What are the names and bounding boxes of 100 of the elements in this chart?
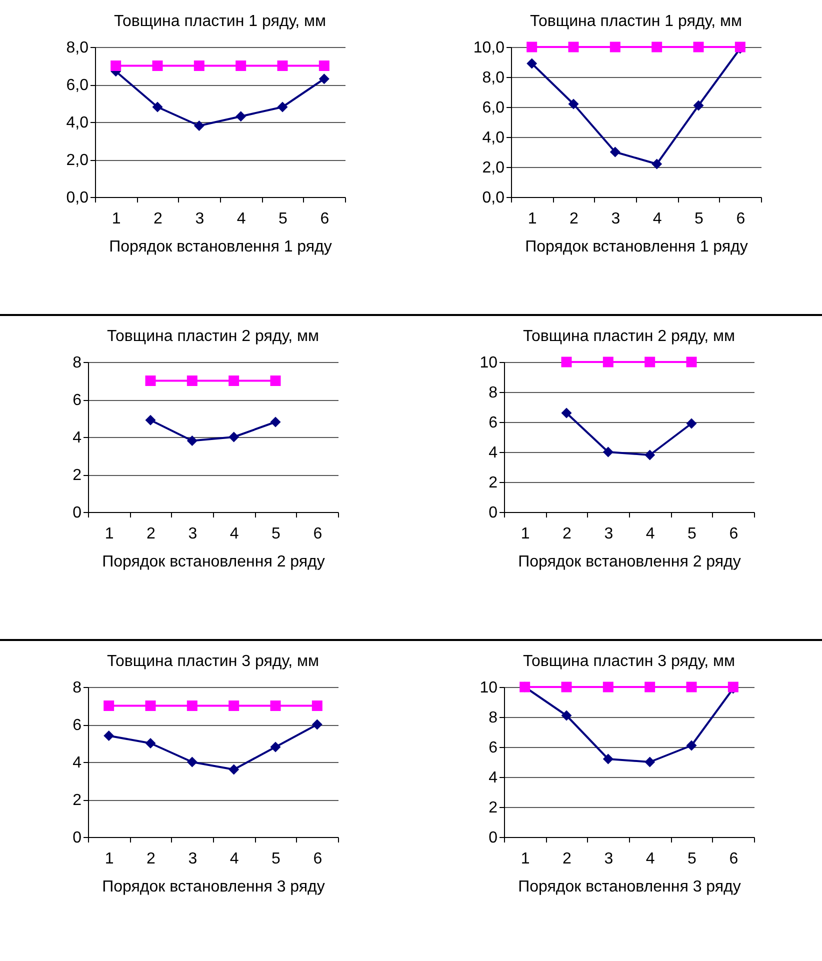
point	[602, 754, 613, 764]
x-tick-label: 4	[652, 210, 662, 228]
point	[526, 58, 537, 69]
point	[644, 756, 655, 768]
point	[602, 682, 613, 692]
x-tick-label: 6	[320, 210, 330, 228]
point	[194, 60, 204, 71]
x-tick-label: 4	[230, 526, 239, 542]
x-tick-label: 3	[604, 526, 613, 542]
x-tick-label: 5	[687, 850, 696, 868]
x-tick-label: 1	[104, 526, 114, 542]
y-tick-label: 6,0	[482, 100, 504, 116]
point	[568, 42, 578, 52]
point	[236, 60, 246, 71]
x-tick-label: 2	[562, 850, 572, 868]
y-tick-label: 4,0	[482, 130, 504, 146]
y-tick-label: 2,0	[66, 152, 89, 169]
point	[318, 60, 330, 71]
y-tick-label: 8	[72, 680, 82, 696]
point	[602, 356, 613, 368]
point	[186, 700, 198, 711]
x-axis-title: Порядок встановлення 2 ряду	[102, 554, 325, 570]
y-tick-label: 0,0	[482, 190, 504, 206]
point	[228, 376, 240, 386]
x-tick-label: 1	[112, 210, 121, 228]
x-tick-label: 2	[146, 850, 156, 868]
y-tick-label: 10,0	[472, 40, 504, 56]
x-tick-label: 1	[527, 210, 536, 228]
x-tick-label: 3	[604, 850, 613, 868]
point	[692, 100, 704, 111]
x-tick-label: 3	[188, 850, 198, 868]
point	[270, 700, 281, 711]
chart-title: Товщина пластин 1 ряду, мм	[114, 13, 326, 30]
y-tick-label: 8	[488, 710, 498, 726]
x-axis-title: Порядок встановлення 1 ряду	[109, 238, 332, 256]
y-tick-label: 6	[72, 392, 82, 409]
x-tick-label: 4	[645, 526, 654, 542]
y-tick-label: 8	[72, 354, 82, 372]
y-tick-label: 4	[488, 770, 498, 786]
y-tick-label: 4	[72, 430, 82, 446]
y-tick-label: 2	[488, 474, 498, 492]
x-axis-title: Порядок встановлення 3 ряду	[518, 878, 740, 896]
point	[526, 42, 537, 52]
point	[228, 700, 240, 711]
point	[686, 356, 696, 368]
point	[228, 764, 240, 775]
x-tick-label: 5	[687, 526, 696, 542]
x-tick-label: 2	[562, 526, 572, 542]
point	[186, 376, 198, 386]
x-tick-label: 6	[728, 526, 738, 542]
y-tick-label: 6,0	[66, 77, 89, 94]
point	[270, 376, 281, 386]
point	[686, 682, 696, 692]
x-tick-label: 5	[272, 526, 281, 542]
x-tick-label: 2	[154, 210, 163, 228]
point	[145, 700, 156, 711]
y-tick-label: 4	[72, 754, 82, 772]
y-tick-label: 0	[72, 504, 82, 522]
x-tick-label: 4	[645, 850, 654, 868]
point	[686, 418, 696, 429]
point	[277, 102, 288, 112]
chart-title: Товщина пластин 3 ряду, мм	[107, 653, 319, 670]
x-tick-label: 6	[736, 210, 745, 228]
x-tick-label: 6	[313, 526, 322, 542]
x-tick-label: 6	[313, 850, 322, 868]
x-tick-label: 6	[728, 850, 738, 868]
y-tick-label: 0	[488, 504, 498, 522]
point	[609, 146, 620, 158]
point	[110, 60, 122, 71]
x-axis-title: Порядок встановлення 1 ряду	[524, 238, 748, 256]
y-tick-label: 8	[488, 384, 498, 402]
x-tick-label: 1	[104, 850, 114, 868]
point	[236, 111, 246, 122]
chart-title: Товщина пластин 2 ряду, мм	[522, 328, 734, 345]
x-tick-label: 3	[610, 210, 620, 228]
point	[270, 416, 281, 428]
y-tick-label: 0,0	[66, 190, 89, 206]
x-tick-label: 1	[520, 526, 530, 542]
y-tick-label: 0	[488, 830, 498, 846]
point	[560, 710, 572, 721]
point	[692, 42, 704, 52]
point	[560, 356, 572, 368]
point	[318, 74, 330, 84]
point	[602, 446, 613, 458]
point	[228, 432, 240, 442]
chart-title: Товщина пластин 2 ряду, мм	[107, 328, 319, 345]
x-tick-label: 5	[272, 850, 281, 868]
x-tick-label: 2	[569, 210, 578, 228]
point	[644, 356, 655, 368]
point	[145, 376, 156, 386]
y-tick-label: 2	[72, 792, 82, 809]
y-tick-label: 4,0	[66, 114, 89, 132]
point	[270, 742, 281, 752]
chart-title: Товщина пластин 3 ряду, мм	[522, 653, 734, 670]
y-tick-label: 6	[488, 740, 498, 756]
y-tick-label: 2	[488, 800, 498, 816]
x-tick-label: 5	[278, 210, 288, 228]
point	[560, 682, 572, 692]
x-tick-label: 4	[236, 210, 246, 228]
y-tick-label: 8,0	[66, 40, 89, 56]
